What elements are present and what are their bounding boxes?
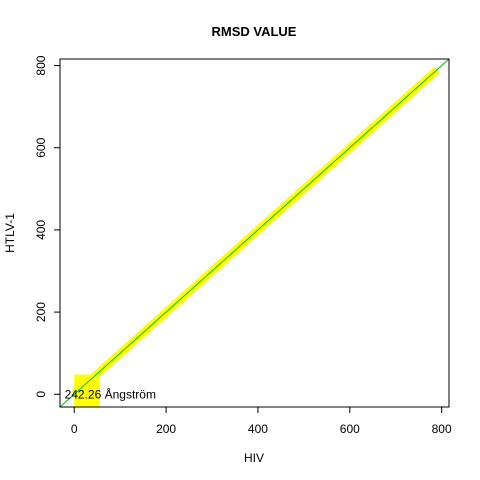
x-tick-label: 400 — [248, 422, 268, 436]
y-tick-label: 0 — [34, 391, 48, 398]
y-tick-label: 800 — [34, 55, 48, 75]
diagonal-line-series — [59, 58, 450, 408]
x-tick-label: 200 — [156, 422, 176, 436]
plot-frame — [59, 58, 450, 408]
x-tick-label: 0 — [71, 422, 78, 436]
y-axis: 0 200 400 600 800 — [34, 55, 60, 398]
x-axis-label: HIV — [244, 451, 264, 465]
y-tick-label: 600 — [34, 137, 48, 157]
y-axis-label: HTLV-1 — [3, 213, 17, 253]
y-tick-label: 400 — [34, 220, 48, 240]
x-tick-label: 600 — [340, 422, 360, 436]
plot-marks — [59, 58, 450, 408]
y-tick-label: 200 — [34, 302, 48, 322]
x-axis: 0 200 400 600 800 — [71, 407, 452, 436]
rmsd-annotation: 242.26 Ångström — [65, 386, 156, 401]
x-tick-label: 800 — [432, 422, 452, 436]
chart-title: RMSD VALUE — [212, 24, 297, 39]
